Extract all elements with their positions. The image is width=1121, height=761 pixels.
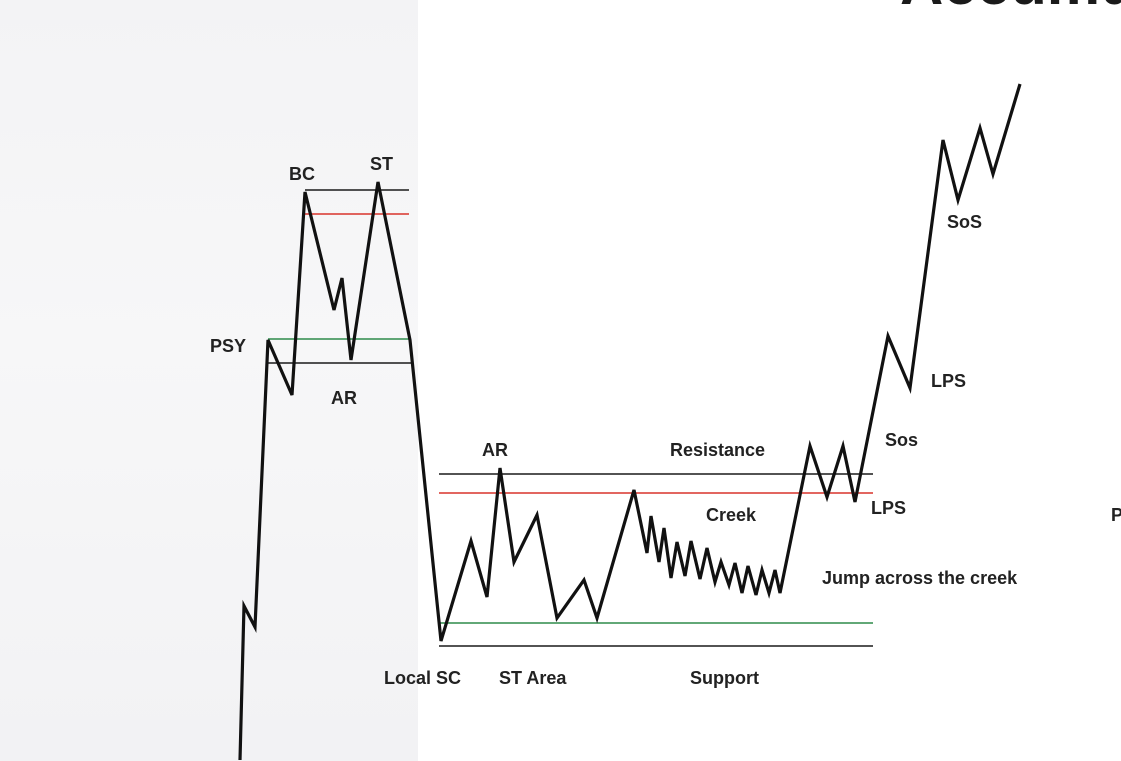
distribution-levels — [268, 189, 411, 364]
label-st-area: ST Area — [499, 668, 567, 688]
label-psy: PSY — [210, 336, 246, 356]
label-local-sc: Local SC — [384, 668, 461, 688]
background-panel — [0, 0, 418, 761]
label-jump: Jump across the creek — [822, 568, 1018, 588]
label-ar-range: AR — [482, 440, 508, 460]
label-resistance: Resistance — [670, 440, 765, 460]
label-sos-low: Sos — [885, 430, 918, 450]
label-lps-high: LPS — [931, 371, 966, 391]
label-creek: Creek — [706, 505, 757, 525]
label-bc: BC — [289, 164, 315, 184]
price-path — [238, 83, 1022, 761]
title-fragment: Accumulatio — [900, 0, 1121, 17]
label-lps-low: LPS — [871, 498, 906, 518]
labels: BC ST PSY AR AR Resistance Creek Local S… — [210, 154, 1121, 688]
label-st-top: ST — [370, 154, 393, 174]
label-support: Support — [690, 668, 759, 688]
label-cut-right: P — [1111, 505, 1121, 525]
label-ar-top: AR — [331, 388, 357, 408]
label-sos-high: SoS — [947, 212, 982, 232]
